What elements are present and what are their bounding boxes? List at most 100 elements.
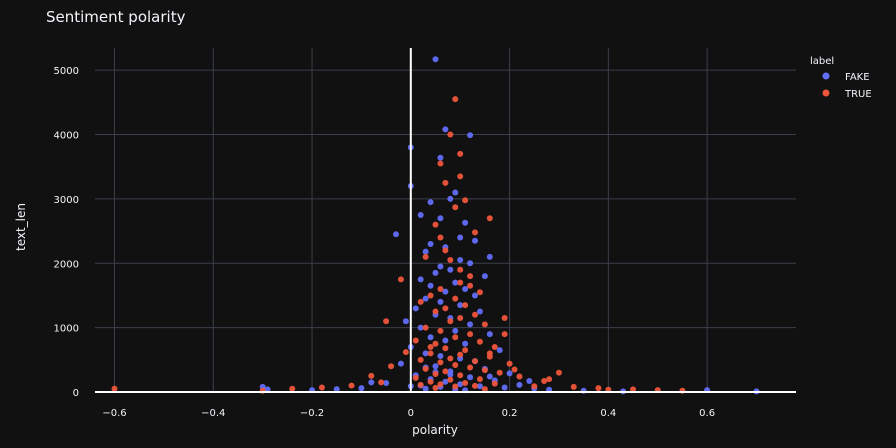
data-point-true[interactable]	[452, 295, 459, 302]
data-point-fake[interactable]	[437, 298, 444, 305]
data-point-true[interactable]	[630, 386, 637, 393]
data-point-true[interactable]	[476, 338, 483, 345]
data-point-true[interactable]	[422, 324, 429, 331]
data-point-fake[interactable]	[442, 337, 449, 344]
data-point-true[interactable]	[457, 351, 464, 358]
data-point-true[interactable]	[378, 379, 385, 386]
data-point-fake[interactable]	[486, 373, 493, 380]
data-point-true[interactable]	[437, 327, 444, 334]
data-point-true[interactable]	[442, 179, 449, 186]
data-point-fake[interactable]	[437, 352, 444, 359]
data-point-true[interactable]	[437, 381, 444, 388]
data-point-fake[interactable]	[467, 374, 474, 381]
data-point-true[interactable]	[506, 360, 513, 367]
data-point-fake[interactable]	[358, 385, 365, 392]
data-point-true[interactable]	[462, 347, 469, 354]
data-point-fake[interactable]	[526, 378, 533, 385]
data-point-true[interactable]	[501, 331, 508, 338]
data-point-true[interactable]	[427, 292, 434, 299]
data-point-true[interactable]	[412, 374, 419, 381]
data-point-true[interactable]	[570, 383, 577, 390]
data-point-fake[interactable]	[476, 383, 483, 390]
data-point-true[interactable]	[595, 385, 602, 392]
data-point-true[interactable]	[476, 376, 483, 383]
data-point-true[interactable]	[472, 311, 479, 318]
data-point-true[interactable]	[452, 383, 459, 390]
data-point-true[interactable]	[541, 378, 548, 385]
data-point-fake[interactable]	[427, 334, 434, 341]
data-point-true[interactable]	[491, 380, 498, 387]
data-point-true[interactable]	[427, 343, 434, 350]
data-point-fake[interactable]	[368, 379, 375, 386]
data-point-true[interactable]	[402, 349, 409, 356]
data-point-fake[interactable]	[437, 154, 444, 161]
data-point-true[interactable]	[496, 369, 503, 376]
data-point-fake[interactable]	[442, 288, 449, 295]
data-point-fake[interactable]	[427, 199, 434, 206]
data-point-fake[interactable]	[422, 350, 429, 357]
data-point-fake[interactable]	[447, 371, 454, 378]
data-point-fake[interactable]	[467, 321, 474, 328]
data-point-fake[interactable]	[457, 302, 464, 309]
data-point-fake[interactable]	[452, 189, 459, 196]
legend[interactable]: label FAKE TRUE	[806, 48, 890, 106]
data-point-fake[interactable]	[442, 378, 449, 385]
data-point-true[interactable]	[437, 359, 444, 366]
data-point-fake[interactable]	[501, 384, 508, 391]
data-point-true[interactable]	[388, 363, 395, 370]
data-point-fake[interactable]	[506, 370, 513, 377]
data-point-fake[interactable]	[462, 286, 469, 293]
data-point-fake[interactable]	[447, 195, 454, 202]
data-point-true[interactable]	[476, 289, 483, 296]
data-point-true[interactable]	[467, 273, 474, 280]
data-point-fake[interactable]	[397, 360, 404, 367]
data-point-true[interactable]	[486, 350, 493, 357]
data-point-fake[interactable]	[452, 279, 459, 286]
data-point-fake[interactable]	[462, 219, 469, 226]
data-point-true[interactable]	[546, 376, 553, 383]
data-point-fake[interactable]	[476, 308, 483, 315]
data-point-true[interactable]	[318, 384, 325, 391]
data-point-fake[interactable]	[467, 132, 474, 139]
data-point-true[interactable]	[417, 356, 424, 363]
data-point-fake[interactable]	[432, 56, 439, 63]
data-point-fake[interactable]	[417, 212, 424, 218]
data-point-fake[interactable]	[402, 318, 409, 325]
data-point-true[interactable]	[472, 382, 479, 389]
data-point-true[interactable]	[432, 340, 439, 347]
data-point-true[interactable]	[472, 229, 479, 236]
data-point-fake[interactable]	[412, 305, 419, 312]
data-point-true[interactable]	[467, 331, 474, 338]
data-point-fake[interactable]	[422, 295, 429, 302]
data-point-true[interactable]	[457, 314, 464, 321]
data-point-fake[interactable]	[437, 215, 444, 222]
data-point-true[interactable]	[452, 361, 459, 368]
data-point-true[interactable]	[457, 266, 464, 273]
data-point-true[interactable]	[472, 358, 479, 365]
data-point-true[interactable]	[462, 197, 469, 204]
data-point-true[interactable]	[516, 373, 523, 380]
data-point-fake[interactable]	[264, 386, 271, 393]
data-point-true[interactable]	[511, 366, 518, 373]
data-point-true[interactable]	[447, 355, 454, 362]
data-point-fake[interactable]	[472, 292, 479, 299]
data-point-fake[interactable]	[437, 263, 444, 270]
data-point-true[interactable]	[437, 160, 444, 167]
data-point-fake[interactable]	[457, 381, 464, 388]
data-point-true[interactable]	[412, 337, 419, 344]
data-point-fake[interactable]	[442, 126, 449, 133]
data-point-fake[interactable]	[427, 240, 434, 247]
data-point-true[interactable]	[555, 369, 562, 376]
data-point-fake[interactable]	[457, 257, 464, 264]
data-point-fake[interactable]	[516, 381, 523, 388]
data-point-true[interactable]	[447, 318, 454, 325]
data-point-true[interactable]	[452, 334, 459, 341]
data-point-true[interactable]	[491, 343, 498, 350]
data-point-fake[interactable]	[432, 363, 439, 370]
data-point-true[interactable]	[427, 350, 434, 357]
data-point-true[interactable]	[383, 318, 390, 325]
data-point-true[interactable]	[289, 385, 296, 392]
data-point-true[interactable]	[452, 204, 459, 211]
data-point-true[interactable]	[437, 286, 444, 293]
data-point-true[interactable]	[457, 279, 464, 286]
